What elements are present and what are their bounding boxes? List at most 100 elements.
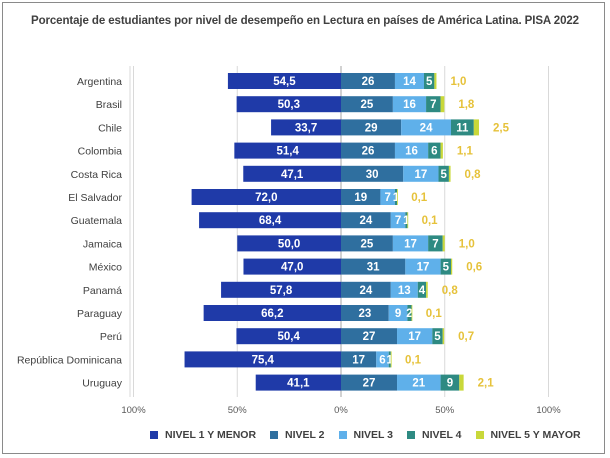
- bar-segment: [392, 235, 429, 252]
- legend-item: NIVEL 4: [407, 429, 462, 441]
- data-label: 25: [361, 238, 374, 250]
- legend-item: NIVEL 1 Y MENOR: [150, 429, 256, 441]
- bar-segment: [390, 281, 418, 298]
- data-label: 19: [354, 192, 367, 204]
- data-label: 41,1: [287, 378, 310, 390]
- legend-swatch: [475, 431, 484, 439]
- bar-segment: [442, 235, 445, 252]
- data-label: 0,7: [458, 331, 474, 343]
- data-label: 17: [414, 169, 427, 181]
- bar-segment: [405, 212, 408, 229]
- data-label: 30: [366, 169, 379, 181]
- data-label: 13: [398, 285, 411, 297]
- bar-segment: [394, 73, 424, 89]
- data-label: 27: [363, 378, 376, 390]
- data-label: 9: [447, 378, 453, 390]
- data-label: 50,3: [278, 99, 300, 111]
- bar-segment: [341, 305, 389, 321]
- data-label: 0,1: [405, 354, 422, 366]
- x-tick-label: 50%: [435, 405, 455, 416]
- data-label: 50,0: [278, 238, 300, 250]
- bar-segment: [403, 165, 439, 182]
- bar-segment: [405, 258, 441, 275]
- bar-segment: [341, 73, 395, 89]
- category-label: Argentina: [77, 76, 122, 88]
- bar-segment: [450, 258, 453, 275]
- data-label: 17: [404, 238, 417, 250]
- bar-segment: [390, 212, 406, 229]
- data-label: 2,5: [493, 122, 510, 134]
- data-label: 29: [365, 122, 378, 134]
- bar-segment: [234, 142, 341, 159]
- data-label: 1: [387, 354, 394, 366]
- category-label: Colombia: [78, 146, 123, 158]
- bar-segment: [341, 165, 404, 182]
- category-label: Jamaica: [83, 238, 122, 250]
- data-label: 0,8: [442, 285, 459, 297]
- legend-label: NIVEL 2: [285, 429, 325, 441]
- data-label: 17: [417, 262, 430, 274]
- data-label: 6: [431, 146, 437, 158]
- bar-segment: [448, 165, 451, 182]
- legend-label: NIVEL 1 Y MENOR: [165, 429, 257, 441]
- category-label: Brasil: [96, 99, 122, 111]
- legend-item: NIVEL 5 Y MAYOR: [475, 429, 581, 441]
- bar-segment: [442, 328, 445, 345]
- data-label: 0,1: [411, 192, 428, 204]
- legend-swatch: [270, 431, 279, 439]
- bar-segment: [397, 328, 433, 345]
- bar-segment: [473, 119, 479, 136]
- data-label: 4: [419, 285, 426, 297]
- x-tick-label: 0%: [334, 405, 348, 416]
- category-label: Chile: [98, 122, 122, 134]
- data-label: 7: [384, 192, 390, 204]
- bar-segment: [237, 235, 341, 252]
- bar-segment: [388, 305, 408, 321]
- category-label: República Dominicana: [17, 354, 122, 366]
- x-tick-label: 50%: [228, 405, 248, 416]
- data-label: 0,6: [466, 262, 482, 274]
- bar-segment: [401, 119, 451, 136]
- bar-segment: [394, 142, 429, 159]
- data-label: 27: [363, 331, 376, 343]
- bar-segment: [243, 165, 341, 182]
- bar-segment: [438, 165, 449, 182]
- bar-segment: [199, 212, 341, 229]
- data-label: 5: [443, 262, 450, 274]
- bar-segment: [426, 281, 428, 298]
- bar-segment: [388, 351, 391, 368]
- bar-segment: [434, 73, 437, 89]
- legend-swatch: [407, 431, 416, 439]
- data-label: 68,4: [259, 215, 282, 227]
- bar-segment: [440, 142, 443, 159]
- data-label: 14: [403, 76, 416, 88]
- chart-legend: NIVEL 1 Y MENOR NIVEL 2 NIVEL 3 NIVEL 4 NIVE…: [150, 429, 595, 441]
- data-label: 2,1: [478, 378, 495, 390]
- data-label: 54,5: [273, 76, 296, 88]
- legend-label: NIVEL 5 Y MAYOR: [490, 429, 581, 441]
- bar-segment: [243, 258, 341, 275]
- bar-segment: [440, 258, 451, 275]
- data-label: 0,1: [422, 215, 439, 227]
- data-label: 11: [456, 122, 469, 134]
- data-label: 26: [362, 146, 375, 158]
- data-label: 1,0: [459, 238, 475, 250]
- bar-segment: [440, 96, 445, 113]
- x-tick-label: 100%: [121, 405, 146, 416]
- bar-segment: [236, 328, 341, 345]
- data-label: 9: [395, 308, 401, 320]
- category-label: Guatemala: [71, 215, 123, 227]
- bar-segment: [450, 119, 474, 136]
- chart-title: Porcentaje de estudiantes por nivel de d…: [31, 15, 579, 27]
- data-label: 26: [362, 76, 375, 88]
- bar-segment: [341, 328, 398, 345]
- bar-segment: [341, 189, 381, 205]
- data-label: 24: [360, 215, 373, 227]
- data-label: 2: [406, 308, 412, 320]
- bar-segment: [255, 374, 341, 391]
- data-label: 47,1: [281, 169, 304, 181]
- category-label: Costa Rica: [71, 169, 123, 181]
- data-label: 31: [367, 262, 380, 274]
- data-label: 0,8: [465, 169, 482, 181]
- bar-segment: [380, 189, 395, 205]
